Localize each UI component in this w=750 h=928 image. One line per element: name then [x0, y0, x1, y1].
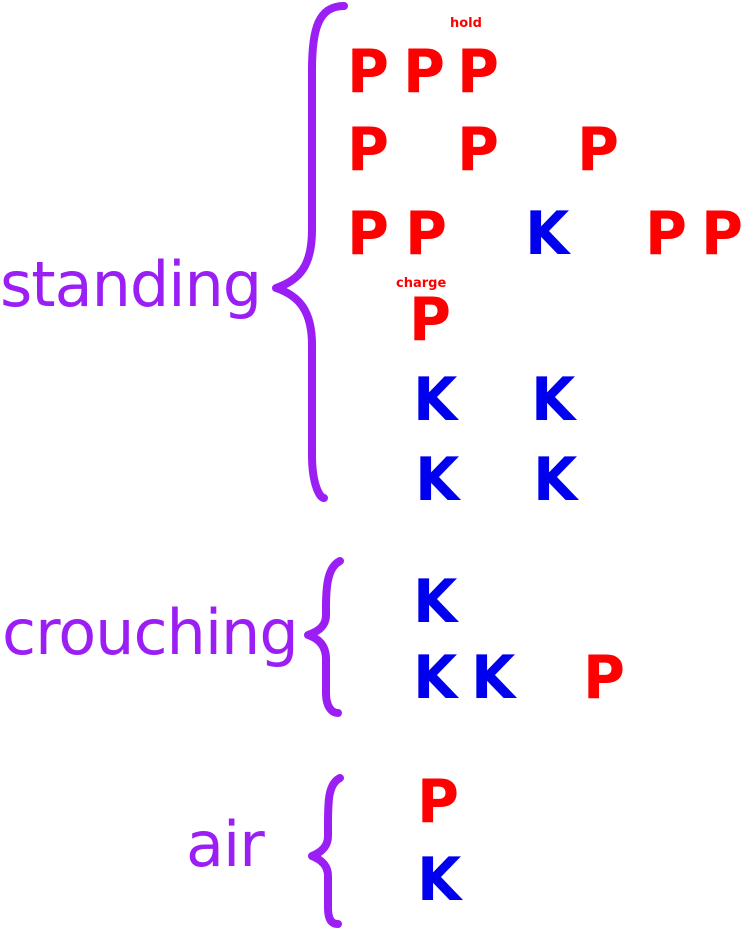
kick-input: K	[471, 643, 516, 713]
kick-input: K	[533, 445, 578, 515]
annotation-charge: charge	[396, 276, 447, 291]
kick-input: K	[413, 567, 458, 637]
punch-input: P	[347, 199, 389, 269]
group-label-standing: standing	[0, 248, 262, 321]
brace-air	[308, 774, 344, 928]
punch-input: P	[347, 115, 389, 185]
punch-input: P	[583, 643, 625, 713]
punch-input: P	[457, 37, 499, 107]
punch-input: P	[645, 199, 687, 269]
group-label-air: air	[186, 808, 265, 881]
kick-input: K	[415, 445, 460, 515]
group-label-crouching: crouching	[2, 596, 299, 669]
punch-input: P	[403, 37, 445, 107]
punch-input: P	[577, 115, 619, 185]
kick-input: K	[413, 365, 458, 435]
punch-input: P	[417, 767, 459, 837]
kick-input: K	[531, 365, 576, 435]
kick-input: K	[417, 845, 462, 915]
kick-input: K	[525, 199, 570, 269]
brace-crouching	[304, 557, 344, 717]
punch-input: P	[347, 37, 389, 107]
annotation-hold: hold	[450, 16, 482, 31]
kick-input: K	[413, 643, 458, 713]
punch-input: P	[457, 115, 499, 185]
punch-input: P	[701, 199, 743, 269]
brace-standing	[272, 2, 348, 502]
punch-input: P	[405, 199, 447, 269]
punch-input: P	[409, 285, 451, 355]
